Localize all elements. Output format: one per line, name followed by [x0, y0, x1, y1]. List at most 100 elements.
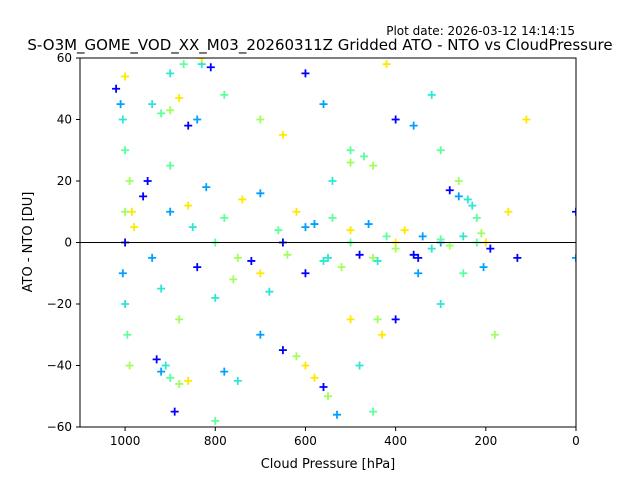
data-point	[139, 192, 148, 201]
data-point	[319, 256, 328, 265]
data-point	[459, 269, 468, 278]
data-point	[414, 269, 423, 278]
data-point	[175, 379, 184, 388]
data-point	[427, 244, 436, 253]
data-point	[211, 293, 220, 302]
data-point	[166, 207, 175, 216]
data-point	[369, 253, 378, 262]
data-point	[256, 189, 265, 198]
data-point	[148, 253, 157, 262]
data-point	[220, 90, 229, 99]
data-point	[414, 253, 423, 262]
data-point	[355, 250, 364, 259]
data-point	[157, 367, 166, 376]
data-point	[472, 213, 481, 222]
data-point	[175, 315, 184, 324]
data-point	[211, 416, 220, 425]
data-point	[193, 263, 202, 272]
data-point	[346, 158, 355, 167]
data-point	[184, 376, 193, 385]
data-point	[409, 250, 418, 259]
data-point	[382, 232, 391, 241]
data-point	[301, 223, 310, 232]
data-point	[220, 367, 229, 376]
data-point	[572, 253, 576, 262]
data-point	[310, 373, 319, 382]
data-point	[373, 315, 382, 324]
data-point	[157, 109, 166, 118]
data-point	[445, 186, 454, 195]
data-point	[188, 223, 197, 232]
data-point	[238, 195, 247, 204]
data-point	[391, 115, 400, 124]
data-point	[360, 152, 369, 161]
data-point	[328, 213, 337, 222]
data-point	[468, 201, 477, 210]
data-point	[166, 373, 175, 382]
data-point	[324, 392, 332, 401]
y-axis: 60 40 20 0 −20 −40 −60	[47, 51, 80, 434]
chart-title: S-O3M_GOME_VOD_XX_M03_20260311Z Gridded …	[27, 36, 612, 55]
data-point	[319, 100, 328, 109]
data-point	[572, 207, 576, 216]
data-point	[436, 300, 445, 308]
data-point	[292, 207, 301, 216]
data-point	[369, 407, 378, 416]
data-point	[233, 253, 242, 262]
data-point	[193, 115, 202, 124]
y-tick-label: 40	[57, 113, 72, 127]
data-point	[278, 346, 287, 355]
y-axis-label: ATO - NTO [DU]	[21, 192, 36, 293]
y-tick-label: 60	[57, 51, 72, 65]
data-point	[513, 253, 522, 262]
data-point	[310, 220, 319, 229]
x-axis-label: Cloud Pressure [hPa]	[261, 457, 396, 472]
data-point	[328, 177, 337, 185]
data-point	[346, 146, 355, 155]
data-point	[278, 130, 287, 139]
data-point	[369, 161, 378, 170]
data-point	[477, 229, 486, 238]
data-point	[121, 300, 130, 308]
data-point	[121, 207, 130, 216]
data-point	[123, 330, 132, 339]
data-point	[409, 121, 418, 130]
data-point	[490, 330, 499, 339]
data-point	[121, 146, 130, 155]
x-tick-label: 800	[204, 434, 227, 448]
data-point	[324, 253, 332, 262]
y-tick-label: 0	[64, 236, 72, 250]
points-layer	[112, 58, 576, 425]
data-point	[373, 256, 382, 265]
data-point	[143, 177, 152, 185]
data-point	[148, 100, 157, 109]
data-point	[127, 207, 136, 216]
data-point	[184, 201, 193, 210]
data-point	[333, 410, 342, 419]
data-point	[463, 195, 472, 204]
y-tick-label: −20	[47, 297, 72, 311]
y-tick-label: −40	[47, 359, 72, 373]
data-point	[118, 269, 127, 278]
data-point	[112, 84, 121, 93]
data-point	[301, 269, 310, 278]
data-point	[161, 361, 170, 370]
data-point	[116, 100, 125, 109]
data-point	[355, 361, 364, 370]
data-point	[121, 72, 130, 81]
data-point	[184, 121, 193, 130]
data-point	[233, 376, 242, 385]
data-point	[301, 361, 310, 370]
data-point	[166, 106, 175, 115]
y-tick-label: −60	[47, 420, 72, 434]
data-point	[504, 207, 513, 216]
data-point	[166, 69, 175, 78]
data-point	[166, 161, 175, 170]
data-point	[283, 250, 292, 259]
data-point	[479, 263, 488, 272]
data-point	[418, 232, 427, 241]
data-point	[346, 315, 355, 324]
data-point	[220, 213, 229, 222]
data-point	[454, 177, 463, 185]
